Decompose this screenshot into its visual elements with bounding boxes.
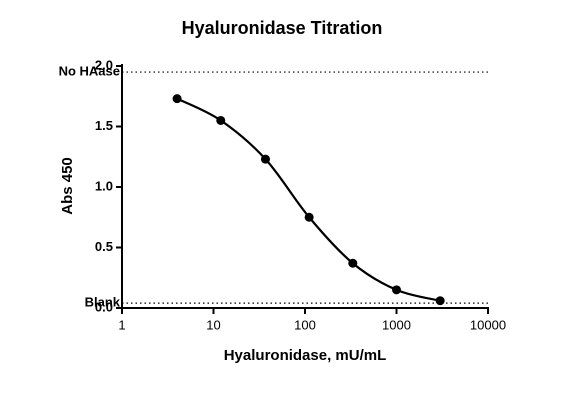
data-point <box>348 258 358 268</box>
data-point <box>260 154 270 164</box>
data-point <box>172 94 182 104</box>
y-tick-label: 2.0 <box>95 57 113 72</box>
x-tick-label: 10000 <box>470 317 506 332</box>
x-tick-label: 1000 <box>382 317 411 332</box>
y-tick-label: 1.0 <box>95 178 113 193</box>
data-point <box>435 296 445 306</box>
y-tick-label: 1.5 <box>95 118 113 133</box>
y-axis-label: Abs 450 <box>59 157 76 215</box>
data-point <box>216 115 226 125</box>
reference-label: Blank <box>85 295 121 310</box>
data-point <box>392 285 401 295</box>
fit-curve <box>176 97 441 302</box>
chart-title: Hyaluronidase Titration <box>182 18 383 38</box>
data-point <box>304 212 314 222</box>
y-tick-label: 0.5 <box>95 239 113 254</box>
x-tick-label: 1 <box>118 317 125 332</box>
x-axis-label: Hyaluronidase, mU/mL <box>224 347 387 364</box>
y-tick-label: 0.0 <box>95 299 113 314</box>
reference-label: No HAase <box>59 63 120 78</box>
x-tick-label: 100 <box>294 317 316 332</box>
x-tick-label: 10 <box>206 317 220 332</box>
